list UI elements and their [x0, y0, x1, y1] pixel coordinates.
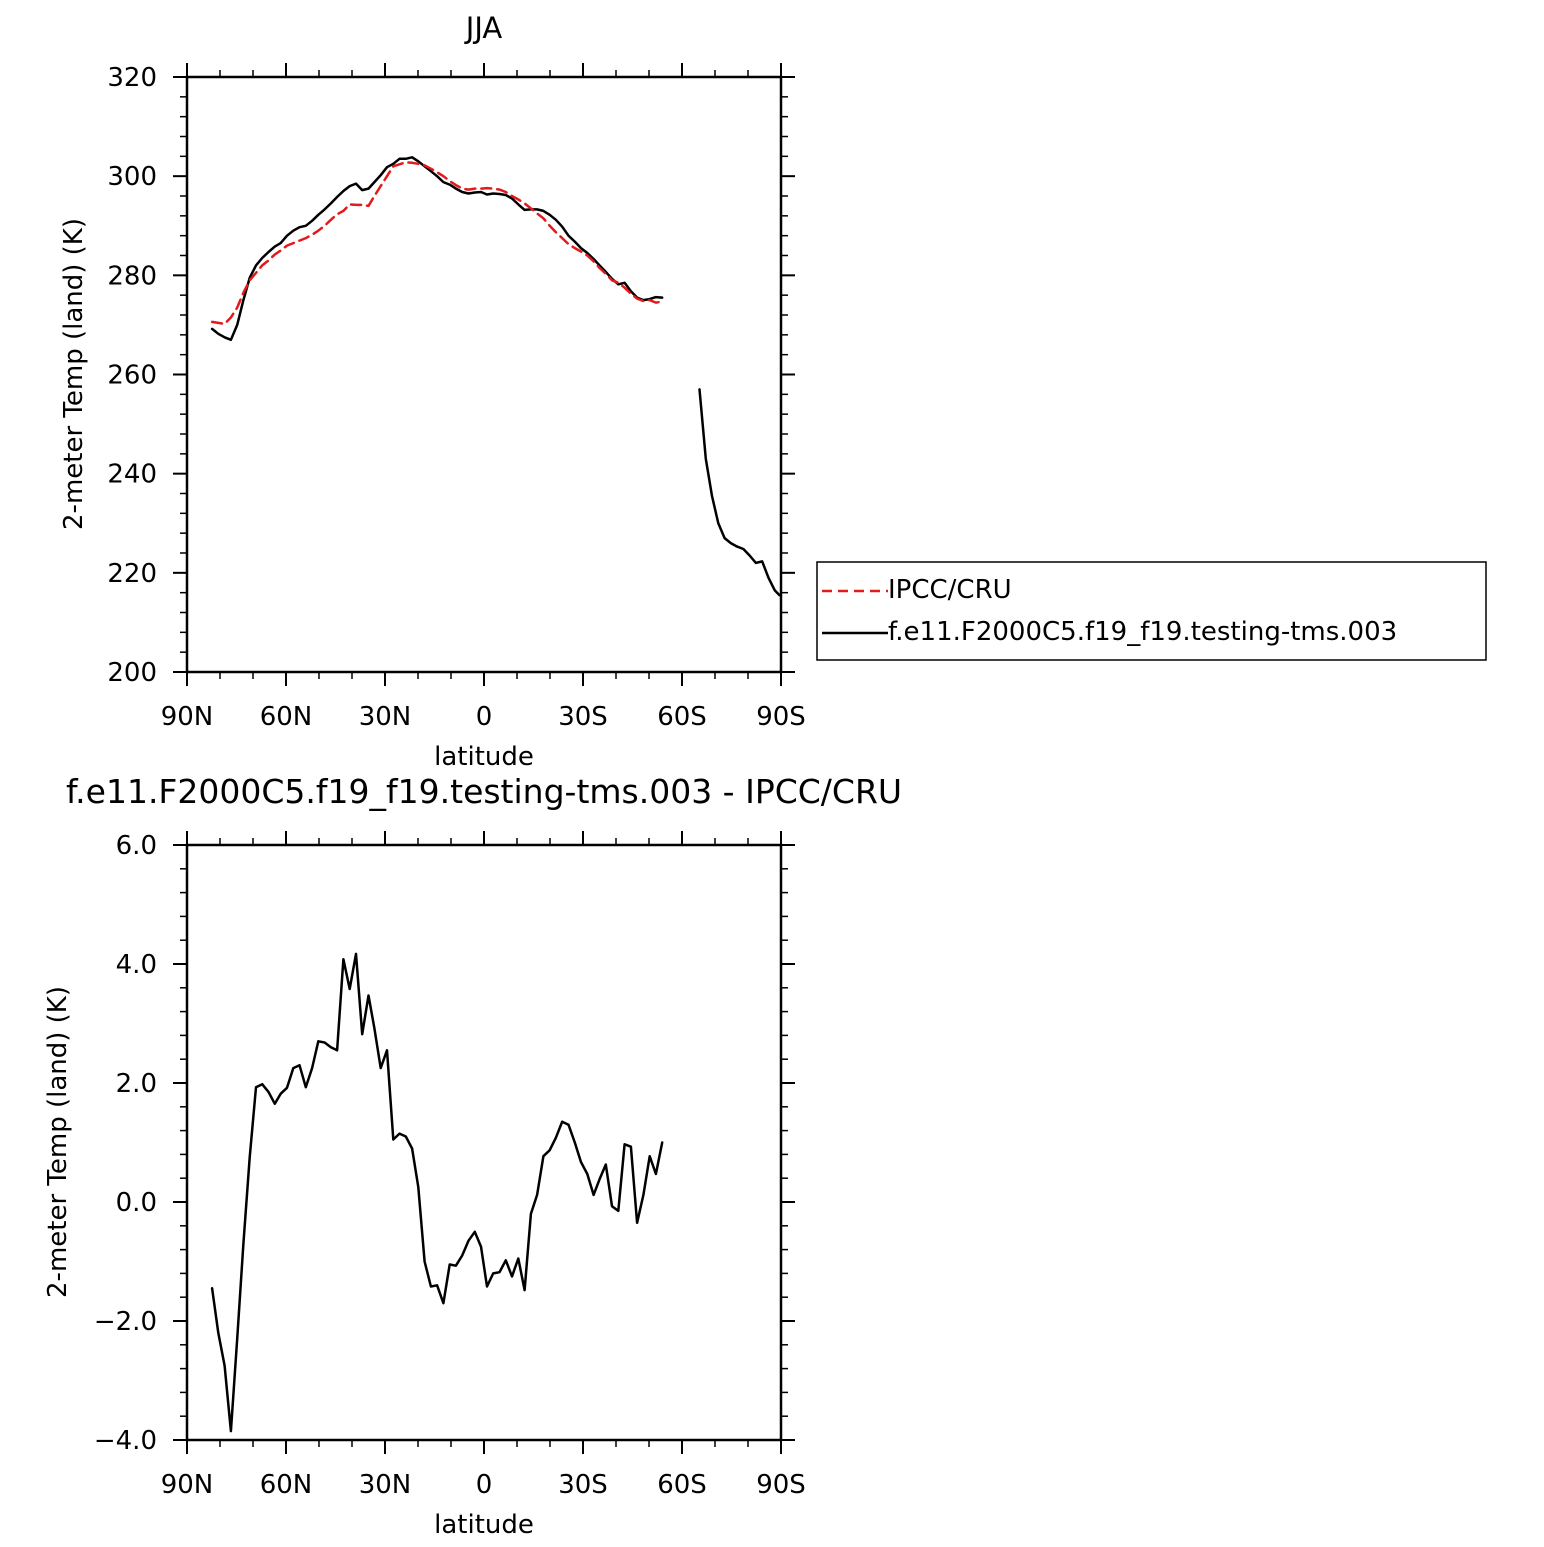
legend: IPCC/CRU f.e11.F2000C5.f19_f19.testing-t… — [816, 561, 1487, 661]
bottom-panel-x-tick-labels: 90N 60N 30N 0 30S 60S 90S — [161, 1470, 806, 1500]
x-tick-label: 60N — [260, 702, 313, 732]
bottom-panel-y-axis-label: 2-meter Temp (land) (K) — [43, 986, 73, 1298]
y-tick-label: 240 — [107, 460, 157, 490]
top-panel-series — [210, 156, 781, 597]
bottom-panel-title: f.e11.F2000C5.f19_f19.testing-tms.003 - … — [66, 772, 902, 811]
top-panel-frame — [185, 75, 783, 674]
bottom-panel-difference: f.e11.F2000C5.f19_f19.testing-tms.003 - … — [43, 772, 902, 1540]
x-tick-label: 60N — [260, 1470, 313, 1500]
x-tick-label: 90N — [161, 1470, 214, 1500]
series-line-ipcc-cru-segment-0 — [210, 161, 664, 326]
x-tick-label: 90N — [161, 702, 214, 732]
x-tick-label: 60S — [657, 1470, 707, 1500]
top-panel-x-axis-label: latitude — [434, 742, 534, 772]
x-tick-label: 90S — [756, 1470, 806, 1500]
y-tick-label: 220 — [107, 559, 157, 589]
top-panel-ticks — [173, 63, 795, 686]
bottom-panel-frame — [185, 843, 783, 1442]
y-tick-label: 280 — [107, 261, 157, 291]
x-tick-label: 90S — [756, 702, 806, 732]
y-tick-label: 260 — [107, 361, 157, 391]
x-tick-label: 30N — [359, 1470, 412, 1500]
y-tick-label: −4.0 — [94, 1426, 157, 1456]
legend-box — [816, 561, 1487, 661]
y-tick-label: 2.0 — [116, 1069, 157, 1099]
bottom-panel-series — [210, 952, 664, 1433]
y-tick-label: 320 — [107, 63, 157, 93]
bottom-panel-ticks — [173, 831, 795, 1454]
x-tick-label: 60S — [657, 702, 707, 732]
series-line-model-segment-0 — [210, 952, 664, 1433]
x-tick-label: 0 — [476, 1470, 493, 1500]
y-tick-label: 200 — [107, 658, 157, 688]
y-tick-label: 4.0 — [116, 950, 157, 980]
x-tick-label: 0 — [476, 702, 493, 732]
series-line-model-segment-1 — [698, 388, 781, 597]
top-panel-y-axis-label: 2-meter Temp (land) (K) — [59, 218, 89, 530]
top-panel-x-tick-labels: 90N 60N 30N 0 30S 60S 90S — [161, 702, 806, 732]
legend-label-ipcc-cru: IPCC/CRU — [888, 575, 1012, 605]
top-panel-jja: JJA 200 220 240 260 280 300 320 90N 60N 30N 0 30S 6… — [59, 11, 806, 772]
bottom-panel-x-axis-label: latitude — [434, 1510, 534, 1540]
top-panel-y-tick-labels: 200 220 240 260 280 300 320 — [107, 63, 157, 688]
x-tick-label: 30S — [558, 702, 608, 732]
y-tick-label: 300 — [107, 162, 157, 192]
x-tick-label: 30N — [359, 702, 412, 732]
series-line-model-segment-0 — [210, 156, 664, 342]
legend-label-model: f.e11.F2000C5.f19_f19.testing-tms.003 — [888, 617, 1397, 647]
top-panel-title: JJA — [464, 11, 503, 45]
y-tick-label: 6.0 — [116, 831, 157, 861]
x-tick-label: 30S — [558, 1470, 608, 1500]
bottom-panel-y-tick-labels: −4.0 −2.0 0.0 2.0 4.0 6.0 — [94, 831, 157, 1456]
y-tick-label: −2.0 — [94, 1307, 157, 1337]
y-tick-label: 0.0 — [116, 1188, 157, 1218]
